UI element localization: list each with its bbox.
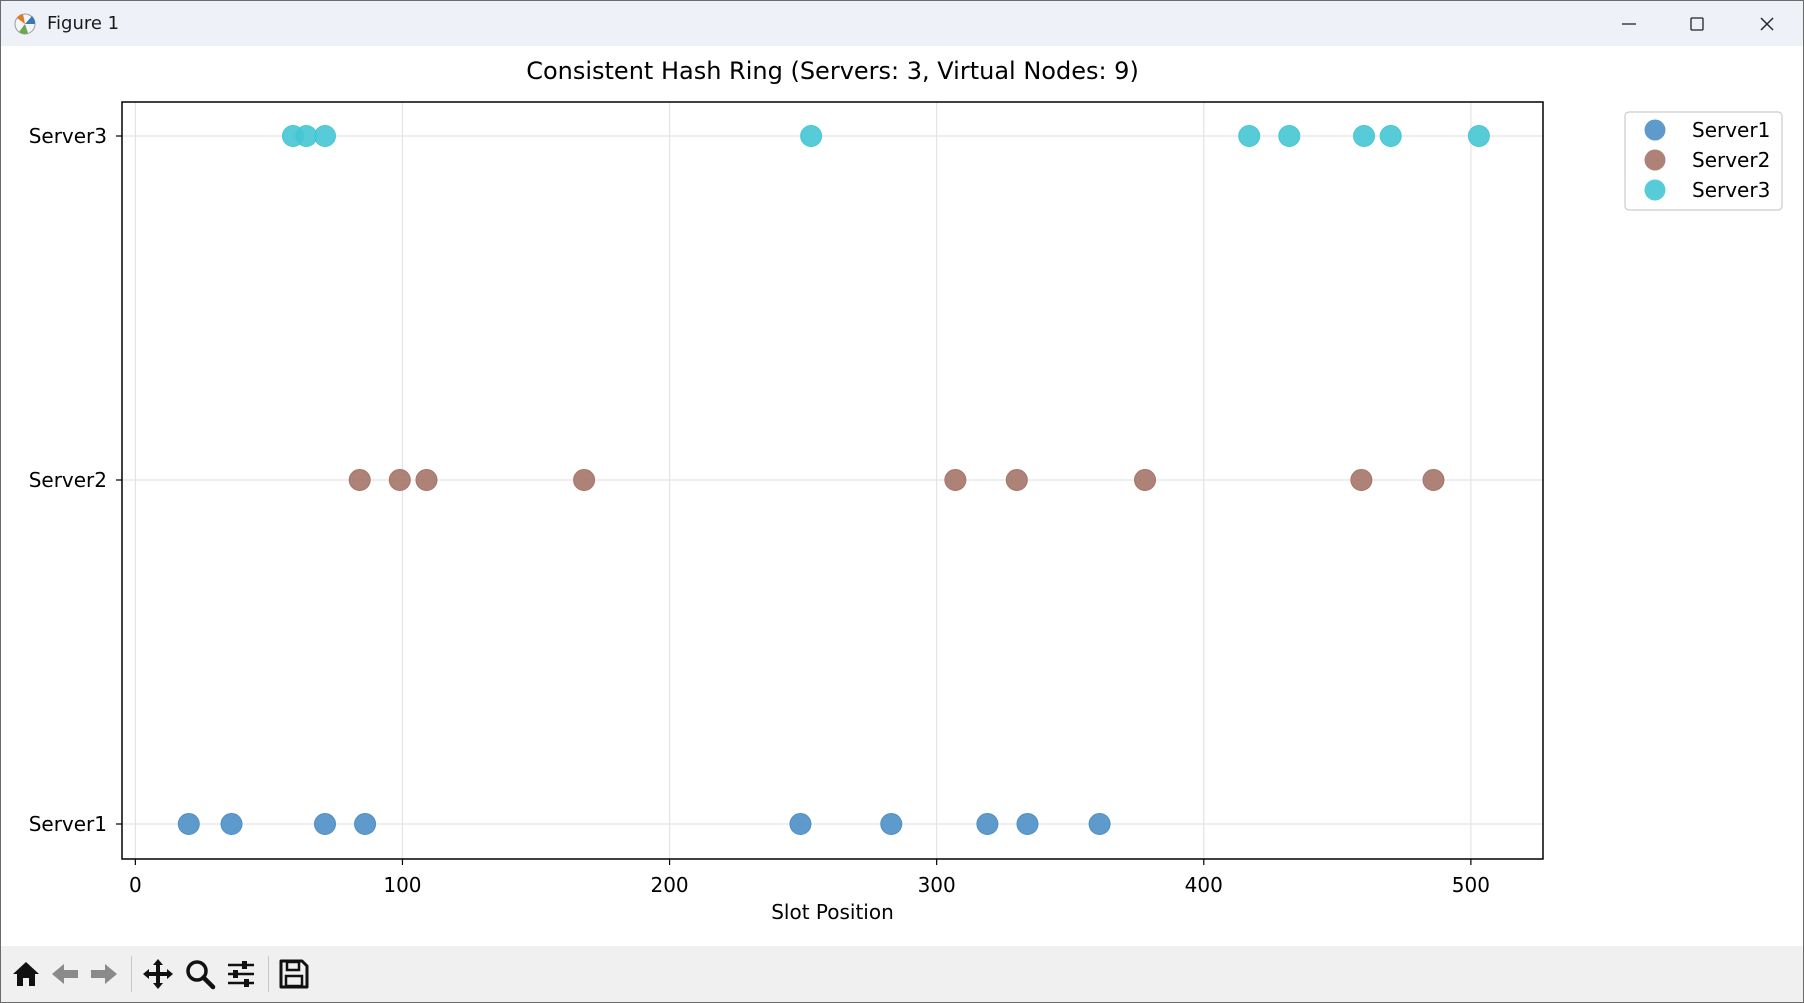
data-point: [1422, 469, 1445, 491]
data-point: [354, 813, 377, 835]
legend-marker: [1644, 179, 1666, 201]
save-icon: [279, 959, 309, 989]
forward-button[interactable]: [85, 955, 123, 993]
data-point: [944, 469, 967, 491]
data-point: [1088, 813, 1111, 835]
close-button[interactable]: [1733, 1, 1801, 46]
home-button[interactable]: [7, 955, 45, 993]
back-button[interactable]: [46, 955, 84, 993]
axes-frame: [121, 101, 1544, 860]
data-point: [388, 469, 411, 491]
data-point: [789, 813, 812, 835]
maximize-button[interactable]: [1663, 1, 1731, 46]
save-button[interactable]: [275, 955, 313, 993]
back-icon: [52, 964, 78, 984]
y-tick-label: Server3: [29, 124, 107, 148]
data-point: [295, 125, 318, 147]
legend-label: Server2: [1692, 148, 1770, 172]
home-icon: [13, 962, 39, 986]
y-tick-label: Server2: [29, 468, 107, 492]
series-server1: [177, 813, 1111, 835]
y-tick-label: Server1: [29, 812, 107, 836]
zoom-button[interactable]: [181, 955, 219, 993]
scatter-chart: Consistent Hash Ring (Servers: 3, Virtua…: [29, 57, 1783, 924]
data-point: [177, 813, 200, 835]
matplotlib-app-icon: [13, 12, 37, 36]
x-tick-label: 200: [650, 873, 688, 897]
zoom-icon: [186, 960, 216, 990]
data-point: [415, 469, 438, 491]
data-point: [976, 813, 999, 835]
data-point: [800, 125, 823, 147]
data-point: [1278, 125, 1301, 147]
x-tick-label: 100: [383, 873, 421, 897]
data-point: [1238, 125, 1261, 147]
legend-label: Server1: [1692, 118, 1770, 142]
navigation-toolbar: [1, 946, 1803, 1002]
data-point: [1467, 125, 1490, 147]
data-point: [1016, 813, 1039, 835]
pan-button[interactable]: [139, 955, 177, 993]
toolbar-separator: [268, 956, 269, 992]
legend: Server1 Server2 Server3: [1624, 111, 1783, 211]
x-tick-label: 500: [1452, 873, 1490, 897]
configure-subplots-icon: [228, 961, 254, 987]
configure-subplots-button[interactable]: [222, 955, 260, 993]
figure-canvas[interactable]: Consistent Hash Ring (Servers: 3, Virtua…: [1, 46, 1803, 946]
x-tick-label: 400: [1185, 873, 1223, 897]
close-icon: [1760, 17, 1774, 30]
data-point: [573, 469, 596, 491]
minimize-icon: [1622, 22, 1636, 25]
maximize-icon: [1690, 16, 1704, 31]
data-point: [1350, 469, 1373, 491]
chart-title: Consistent Hash Ring (Servers: 3, Virtua…: [526, 57, 1139, 85]
x-axis-label: Slot Position: [771, 900, 894, 924]
pan-icon: [143, 959, 173, 989]
legend-marker: [1644, 149, 1666, 171]
series-server3: [281, 125, 1490, 147]
data-point: [314, 813, 336, 835]
data-point: [220, 813, 243, 835]
x-tick-label: 0: [129, 873, 142, 897]
series-server2: [348, 469, 1445, 491]
data-point: [1005, 469, 1028, 491]
data-point: [314, 125, 336, 147]
legend-marker: [1644, 119, 1666, 141]
data-point: [1353, 125, 1376, 147]
data-point: [348, 469, 371, 491]
toolbar-separator: [131, 956, 132, 992]
window-title: Figure 1: [47, 13, 120, 34]
forward-icon: [91, 964, 117, 984]
x-tick-label: 300: [918, 873, 956, 897]
data-point: [880, 813, 903, 835]
data-point: [1134, 469, 1157, 491]
minimize-button[interactable]: [1595, 1, 1663, 46]
data-point: [1379, 125, 1402, 147]
legend-label: Server3: [1692, 178, 1770, 202]
title-bar: Figure 1: [1, 1, 1803, 46]
